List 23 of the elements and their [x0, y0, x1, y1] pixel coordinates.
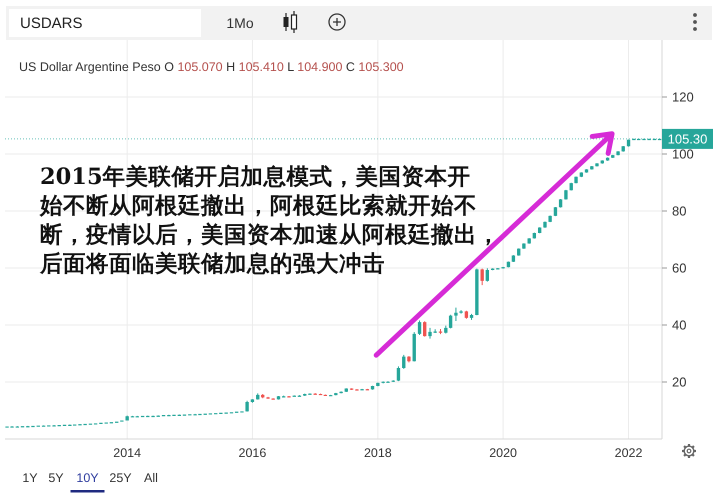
annotation: 2015年美联储开启加息模式，美国资本开始不断从阿根廷撤出，阿根廷比索就开始不断，疫情以后，美国资本加速从阿根廷撤出，后面将面临美联储加息的强大冲击: [39, 163, 500, 277]
ref-line-label: 105.30: [668, 131, 708, 146]
chart-title: USDARS: [20, 15, 83, 32]
y-tick-label: 60: [672, 260, 686, 276]
text: 5Y: [48, 471, 64, 485]
candlestick: [433, 329, 437, 333]
y-tick-label: 20: [672, 374, 686, 390]
text: 1Mo: [226, 15, 254, 31]
candlestick: [454, 308, 458, 322]
x-tick-label: 2016: [238, 446, 266, 460]
y-tick-label: 80: [672, 204, 686, 218]
y-tick-label: 40: [672, 318, 686, 332]
x-tick-label: 2014: [113, 446, 142, 460]
text: 25Y: [109, 471, 132, 485]
y-tick-label: 100: [672, 146, 694, 162]
text: US Dollar Argentine Peso O 105.070 H 105.410 L 104.900 C 105.300: [19, 60, 404, 74]
x-tick-label: 2022: [614, 446, 642, 460]
x-tick-label: 2018: [364, 446, 392, 460]
x-tick-label: 2020: [489, 446, 518, 460]
text: 1Y: [22, 471, 38, 485]
text: 10Y: [76, 471, 100, 485]
text: All: [144, 471, 158, 485]
y-tick-label: 120: [672, 90, 694, 104]
